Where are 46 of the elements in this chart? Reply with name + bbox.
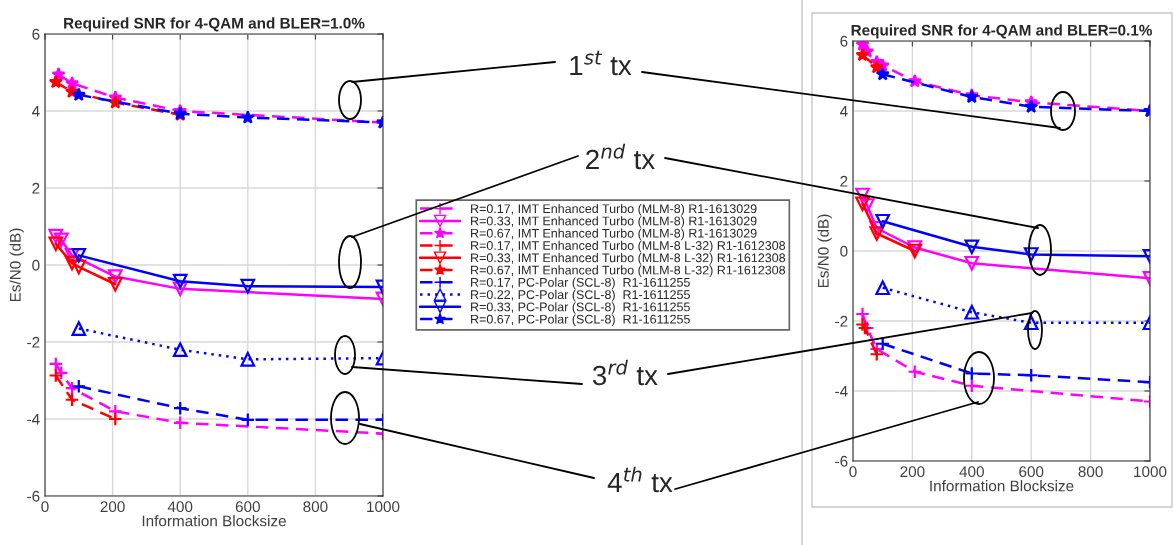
legend-label: R=0.17, IMT Enhanced Turbo (MLM-8) R1-1613029 [471,203,757,216]
x-tick-label: 800 [1078,466,1103,478]
legend-label: R=0.33, IMT Enhanced Turbo (MLM-8) R1-1613029 [471,216,757,228]
legend-label: R=0.22, PC-Polar (SCL-8) R1-1611255 [471,289,690,302]
legend-label: R=0.17, IMT Enhanced Turbo (MLM-8 L-32) R1-1612308 [471,240,786,253]
x-tick-label: 800 [303,501,328,513]
y-tick-label: 4 [839,106,848,117]
x-tick-label: 1000 [367,501,400,513]
x-tick-label: 1000 [1134,466,1167,478]
y-tick-label: 6 [840,35,848,47]
y-tick-label: 2 [840,175,848,187]
x-axis-title: Information Blocksize [142,515,286,527]
y-tick-label: -4 [835,386,848,397]
y-tick-label: -2 [27,336,40,348]
legend-label: R=0.67, IMT Enhanced Turbo (MLM-8) R1-1613029 [471,228,757,241]
x-tick-label: 200 [100,501,125,513]
y-axis-title: Es/N0 (dB) [9,228,24,302]
y-tick-label: -6 [835,455,848,467]
x-tick-label: 600 [1019,466,1044,478]
x-tick-label: 0 [849,466,857,478]
y-tick-label: 0 [840,245,848,257]
x-tick-label: 0 [41,501,49,513]
text: 3$^{rd}$ tx [592,359,658,386]
chart-title: Required SNR for 4-QAM and BLER=1.0% [64,17,365,32]
y-tick-label: 2 [32,182,40,194]
text: 1$^{st}$ tx [570,50,632,76]
x-axis-title: Information Blocksize [930,480,1074,492]
x-tick-label: 400 [167,501,193,513]
y-axis-title: Es/N0 (dB) [817,214,832,288]
legend-label: R=0.17, PC-Polar (SCL-8) R1-1611255 [471,277,690,290]
x-tick-label: 600 [235,501,260,513]
y-tick-label: 0 [32,259,40,271]
y-tick-label: -2 [835,315,848,327]
y-tick-label: -4 [27,414,40,425]
text: 4$^{th}$ tx [607,466,673,493]
legend-label: R=0.67, PC-Polar (SCL-8) R1-1611255 [471,314,690,327]
y-tick-label: 4 [31,106,40,117]
text: 2$^{nd}$ tx [586,143,655,170]
y-tick-label: 6 [32,28,40,40]
legend-label: R=0.67, IMT Enhanced Turbo (MLM-8 L-32) R1-1612308 [471,265,786,277]
chart-title: Required SNR for 4-QAM and BLER=0.1% [851,24,1152,39]
y-tick-label: -6 [27,490,40,502]
x-tick-label: 200 [900,466,925,478]
x-tick-label: 400 [959,466,984,478]
legend-label: R=0.33, PC-Polar (SCL-8) R1-1611255 [471,302,690,314]
legend-label: R=0.33, IMT Enhanced Turbo (MLM-8 L-32) R1-1612308 [471,253,786,265]
